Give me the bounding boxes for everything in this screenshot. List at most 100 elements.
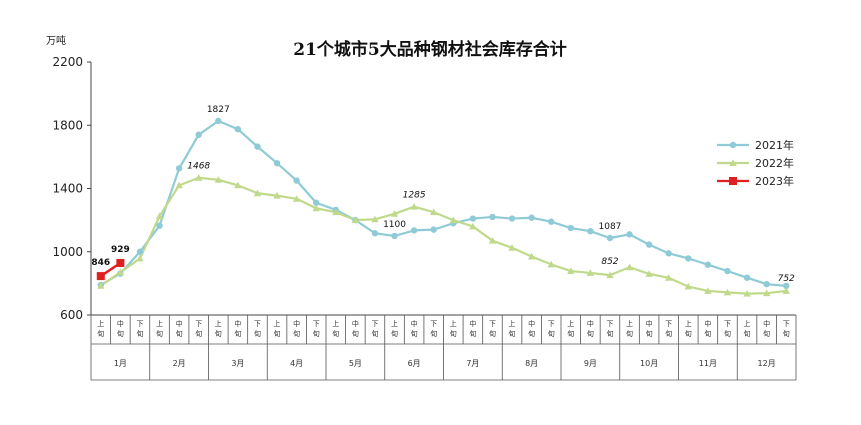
legend: 2021年 2022年 2023年: [717, 138, 794, 188]
data-point-2021年: [783, 282, 790, 290]
x-tick-label: 旬: [117, 329, 124, 338]
x-tick-label: 中: [411, 319, 418, 328]
x-tick-label: 旬: [567, 329, 574, 338]
x-tick-label: 上: [626, 319, 633, 328]
x-tick-label: 上: [274, 319, 281, 328]
data-label: 846: [91, 258, 110, 268]
month-label: 7月: [466, 359, 479, 368]
data-point-2022年: [704, 287, 712, 294]
y-tick-label: 1800: [52, 118, 83, 132]
x-tick-label: 上: [215, 319, 222, 328]
data-point-2022年: [547, 260, 555, 268]
x-tick-label: 旬: [215, 329, 222, 338]
data-point-2022年: [723, 288, 732, 296]
data-point-2021年: [175, 165, 183, 172]
y-tick-label: 1000: [52, 245, 83, 259]
x-tick-label: 中: [704, 319, 711, 328]
data-point-2021年: [528, 214, 535, 221]
data-point-2022年: [410, 202, 418, 210]
data-point-2021年: [724, 267, 731, 275]
x-tick-label: 旬: [352, 329, 359, 338]
x-tick-label: 旬: [783, 329, 790, 338]
month-label: 11月: [699, 359, 717, 368]
x-tick-label: 旬: [724, 329, 731, 338]
data-point-2022年: [743, 289, 751, 297]
data-point-2022年: [430, 208, 438, 216]
x-tick-label: 旬: [430, 329, 437, 338]
data-point-2022年: [214, 176, 222, 183]
data-point-2022年: [567, 267, 575, 275]
data-point-2022年: [371, 215, 379, 223]
data-point-2022年: [136, 254, 144, 262]
x-tick-label: 上: [332, 319, 339, 328]
x-tick-label: 旬: [548, 329, 555, 338]
data-point-2021年: [763, 280, 770, 288]
data-point-2021年: [606, 234, 614, 242]
data-point-2022年: [508, 244, 516, 251]
data-point-2021年: [626, 231, 633, 238]
data-label: 929: [111, 245, 130, 255]
data-point-2022年: [449, 216, 457, 224]
data-label: 1100: [383, 220, 406, 230]
data-point-2021年: [293, 177, 300, 184]
data-point-2022年: [782, 287, 790, 294]
data-point-2022年: [606, 271, 614, 279]
x-tick-label: 旬: [195, 329, 202, 338]
x-tick-label: 旬: [274, 329, 281, 338]
x-tick-label: 旬: [176, 329, 183, 338]
y-tick-label: 600: [60, 308, 83, 322]
x-tick-label: 上: [97, 319, 104, 328]
data-point-2023年: [96, 272, 105, 281]
data-point-2021年: [195, 131, 202, 138]
month-label: 6月: [408, 359, 421, 368]
month-label: 8月: [525, 359, 538, 368]
x-tick-label: 下: [606, 320, 613, 328]
x-tick-label: 旬: [704, 329, 711, 338]
x-tick-label: 旬: [371, 329, 378, 338]
data-point-2021年: [234, 126, 242, 133]
data-point-2022年: [684, 282, 692, 290]
x-tick-label: 中: [646, 319, 653, 328]
x-tick-label: 上: [685, 319, 692, 328]
data-point-2022年: [273, 191, 281, 199]
x-tick-label: 旬: [528, 329, 535, 338]
data-point-2021年: [508, 215, 516, 222]
data-point-2021年: [685, 255, 692, 262]
data-point-2022年: [234, 181, 242, 189]
data-point-2022年: [351, 216, 360, 224]
data-label: 1827: [207, 105, 230, 115]
x-tick-label: 中: [117, 319, 124, 328]
legend-label-2023年: 2023年: [755, 174, 794, 188]
legend-marker-2023年: [729, 177, 737, 185]
x-tick-label: 旬: [626, 329, 633, 338]
month-label: 4月: [290, 359, 303, 368]
data-point-2022年: [665, 274, 673, 281]
legend-label-2021年: 2021年: [755, 138, 794, 152]
x-tick-label: 上: [567, 319, 574, 328]
x-tick-label: 下: [371, 320, 378, 328]
data-point-2021年: [548, 218, 555, 225]
data-point-2021年: [273, 160, 281, 167]
y-tick-label: 1400: [52, 182, 83, 196]
x-tick-label: 下: [254, 320, 261, 328]
x-tick-label: 中: [293, 319, 300, 328]
data-point-2021年: [136, 248, 144, 255]
data-point-2021年: [567, 224, 574, 232]
x-tick-label: 中: [763, 319, 770, 328]
x-tick-label: 旬: [332, 329, 339, 338]
month-label: 12月: [758, 359, 776, 368]
month-label: 1月: [114, 359, 127, 368]
x-tick-label: 旬: [469, 329, 476, 338]
data-point-2022年: [155, 212, 164, 220]
data-point-2021年: [254, 143, 261, 150]
y-tick-label: 2200: [52, 55, 83, 69]
axes: 600 1000 1400 1800 2200: [52, 55, 796, 322]
data-point-2022年: [312, 204, 320, 212]
y-unit-label: 万吨: [46, 34, 66, 47]
data-point-2021年: [430, 226, 437, 233]
x-tick-label: 上: [509, 319, 516, 328]
x-tick-label: 下: [724, 320, 731, 328]
x-tick-label: 旬: [744, 329, 751, 338]
